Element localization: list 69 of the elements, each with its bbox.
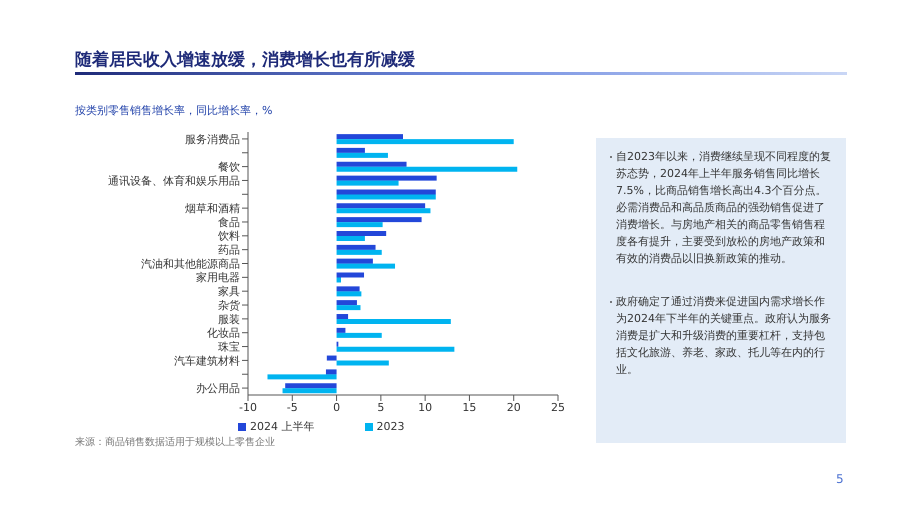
bar — [336, 180, 399, 186]
bar — [282, 388, 337, 394]
bar — [336, 360, 389, 366]
bar — [336, 332, 382, 338]
x-tick-label: 10 — [418, 400, 432, 414]
bar — [336, 176, 437, 181]
y-tick-label: 家具 — [218, 285, 240, 298]
bar — [336, 152, 388, 158]
x-tick-label: 15 — [462, 400, 476, 414]
bar — [336, 236, 365, 241]
bar — [336, 258, 373, 264]
y-tick-label: 通讯设备、体育和娱乐用品 — [108, 174, 240, 188]
bar — [326, 356, 337, 361]
bar — [336, 264, 396, 269]
bar — [336, 346, 454, 352]
bar — [336, 194, 436, 200]
bar — [336, 300, 357, 306]
bar — [336, 277, 341, 282]
bar — [336, 250, 382, 255]
bar — [336, 272, 364, 278]
bar — [336, 139, 514, 144]
bar — [336, 230, 386, 236]
text: 自2023年以来，消费继续呈现不同程度的复苏态势，2024年上半年服务销售同比增长7.5%，比商品销售增长高出4.3个百分点。必需消费品和高品质商品的强劲销售促进了消费增长。与房地产相关的商品零售销售程度各有提升，主要受到放松的房地产政策和有效的消费品以旧换新政策的推动。 — [616, 150, 831, 265]
bar — [336, 222, 383, 228]
bar — [267, 374, 337, 380]
y-tick-label: 杂货 — [218, 298, 240, 312]
bar — [336, 286, 360, 292]
bar — [326, 369, 337, 374]
bar — [336, 291, 362, 296]
y-tick-label: 烟草和酒精 — [185, 202, 240, 216]
bar — [336, 208, 430, 214]
x-tick-label: 5 — [377, 400, 384, 414]
y-tick-label: 汽油和其他能源商品 — [141, 257, 240, 270]
x-tick-label: 0 — [333, 400, 340, 414]
bar — [336, 166, 518, 172]
y-tick-label: 药品 — [218, 244, 240, 257]
bar — [336, 217, 422, 222]
y-tick-label: 食品 — [218, 216, 240, 229]
bar — [336, 134, 403, 140]
x-tick-label: 20 — [506, 400, 521, 414]
y-tick-label: 汽车建筑材料 — [174, 354, 240, 368]
bar — [336, 148, 365, 153]
bar — [336, 305, 360, 310]
x-tick-label: -5 — [286, 400, 298, 414]
source-note: 来源：商品销售数据适用于规模以上零售企业 — [75, 436, 275, 449]
y-tick-label: 珠宝 — [218, 340, 240, 354]
x-tick-label: -10 — [239, 400, 257, 414]
bar — [336, 203, 426, 208]
bar — [336, 319, 451, 324]
bar — [285, 383, 337, 388]
text: 5 — [836, 472, 844, 486]
y-tick-label: 化妆品 — [207, 326, 240, 340]
bar — [336, 162, 407, 167]
y-tick-label: 服装 — [218, 312, 240, 326]
legend-label: 2024 上半年 — [250, 420, 314, 433]
chart-title: 随着居民收入增速放缓，消费增长也有所减缓 — [75, 49, 415, 71]
text: 政府确定了通过消费来促进国内需求增长作为2024年下半年的关键重点。政府认为服务消费是扩大和升级消费的重要杠杆，支持包括文化旅游、养老、家政、托儿等在内的行业。 — [616, 295, 831, 376]
x-tick-label: 25 — [551, 400, 565, 414]
y-tick-label: 餐饮 — [218, 160, 240, 174]
bar — [336, 189, 436, 194]
bar — [336, 244, 376, 250]
bar — [336, 328, 346, 333]
y-tick-label: 办公用品 — [196, 382, 240, 395]
y-tick-label: 家用电器 — [196, 271, 240, 284]
legend-label: 2023 — [376, 420, 404, 433]
chart-subtitle: 按类别零售销售增长率，同比增长率，% — [75, 103, 272, 118]
y-tick-label: 服务消费品 — [185, 132, 240, 146]
y-tick-label: 饮料 — [217, 230, 240, 243]
bar — [336, 314, 348, 320]
